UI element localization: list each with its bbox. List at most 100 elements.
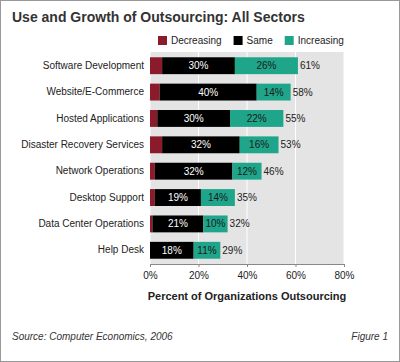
y-tick: Hosted Applications: [56, 113, 150, 124]
plot-background: [150, 52, 344, 264]
total-label: 55%: [285, 113, 305, 124]
bar-segment: [155, 163, 233, 180]
x-tick-mark: [344, 264, 345, 267]
bar-segment: [150, 215, 152, 232]
y-tick: Website/E-Commerce: [46, 86, 150, 97]
bar-segment: [155, 189, 201, 206]
title: Use and Growth of Outsourcing: All Secto…: [12, 9, 305, 25]
data-label: 11%: [197, 245, 216, 256]
data-label: 16%: [249, 139, 269, 150]
data-label: 26%: [256, 60, 276, 71]
data-label: 19%: [168, 192, 188, 203]
legend-swatch: [234, 36, 243, 45]
x-tick-mark: [150, 264, 151, 267]
x-tick-label: 40%: [237, 270, 257, 281]
x-tick: 20%: [189, 264, 209, 281]
y-tick: Network Operations: [56, 165, 150, 176]
total-label: 29%: [222, 245, 242, 256]
x-tick-label: 0%: [143, 270, 158, 281]
data-label: 14%: [264, 87, 284, 98]
legend-label: Increasing: [298, 35, 344, 46]
bar-segment: [201, 189, 235, 206]
x-tick-label: 80%: [334, 270, 354, 281]
x-axis: 0% 20% 40% 60% 80%: [143, 264, 354, 281]
legend-swatch: [158, 36, 167, 45]
bar-segment: [240, 136, 279, 153]
chart: Use and Growth of Outsourcing: All Secto…: [0, 0, 400, 362]
data-label: 10%: [205, 218, 225, 229]
data-labels: 30% 26% 61% 40% 14% 58% 30% 22% 55% 32% 16% 53% 32% 1…: [162, 60, 320, 256]
bar-segment: [203, 215, 227, 232]
bar-segment: [194, 242, 221, 259]
bar-segment: [150, 242, 194, 259]
grid-line: [295, 52, 296, 264]
grid-line: [344, 52, 345, 264]
bar-segment: [150, 189, 155, 206]
data-label: 18%: [162, 245, 182, 256]
y-tick-label: Network Operations: [56, 165, 144, 176]
y-tick-label: Software Development: [43, 60, 144, 71]
y-tick-label: Hosted Applications: [56, 113, 144, 124]
bar-segment: [150, 57, 162, 74]
frame: [1, 1, 400, 362]
data-label: 40%: [198, 87, 218, 98]
bar-segment: [150, 163, 155, 180]
x-tick: 0%: [143, 264, 158, 281]
y-tick: Data Center Operations: [38, 218, 150, 229]
x-tick-label: 20%: [189, 270, 209, 281]
data-label: 32%: [184, 166, 204, 177]
source: Source: Computer Economics, 2006: [12, 331, 173, 342]
data-label: 30%: [184, 113, 204, 124]
y-axis: Software Development Website/E-Commerce Ho…: [21, 60, 150, 256]
total-label: 35%: [237, 192, 257, 203]
y-tick: Software Development: [43, 60, 150, 71]
x-tick-mark: [247, 264, 248, 267]
y-tick: Help Desk: [98, 244, 150, 255]
bar-segment: [152, 215, 203, 232]
data-label: 14%: [208, 192, 228, 203]
x-axis-line: [151, 265, 345, 268]
legend-label: Decreasing: [171, 35, 222, 46]
x-tick-mark: [199, 264, 200, 267]
y-tick-label: Help Desk: [98, 244, 145, 255]
y-tick: Desktop Support: [70, 192, 151, 203]
bar-segment: [150, 136, 162, 153]
x-tick-mark: [296, 264, 297, 267]
bars: [150, 57, 298, 258]
total-label: 53%: [281, 139, 301, 150]
x-tick-label: 60%: [286, 270, 306, 281]
bar-segment: [162, 57, 235, 74]
x-tick: 80%: [334, 264, 354, 281]
figure-label: Figure 1: [351, 331, 388, 342]
total-label: 58%: [293, 87, 313, 98]
legend-label: Same: [247, 35, 274, 46]
total-label: 61%: [300, 60, 320, 71]
bar-segment: [235, 57, 298, 74]
bar-segment: [162, 136, 240, 153]
legend: Decreasing Same Increasing: [158, 35, 344, 46]
bar-segment: [150, 84, 160, 101]
data-label: 12%: [237, 166, 257, 177]
y-tick-label: Website/E-Commerce: [46, 86, 144, 97]
grid: [150, 52, 344, 264]
data-label: 22%: [247, 113, 267, 124]
x-tick: 60%: [286, 264, 306, 281]
y-tick-label: Disaster Recovery Services: [21, 139, 144, 150]
data-label: 30%: [188, 60, 208, 71]
bar-segment: [232, 163, 261, 180]
bar-segment: [160, 84, 257, 101]
total-label: 32%: [230, 218, 250, 229]
y-tick-label: Data Center Operations: [38, 218, 144, 229]
y-tick-label: Desktop Support: [70, 192, 145, 203]
bar-segment: [230, 110, 283, 127]
x-axis-title: Percent of Organizations Outsourcing: [148, 290, 347, 302]
data-label: 21%: [168, 218, 188, 229]
total-label: 46%: [264, 166, 284, 177]
y-tick: Disaster Recovery Services: [21, 139, 150, 150]
x-tick: 40%: [237, 264, 257, 281]
bar-segment: [150, 110, 157, 127]
bar-segment: [257, 84, 291, 101]
bar-segment: [157, 110, 230, 127]
data-label: 32%: [191, 139, 211, 150]
legend-swatch: [285, 36, 294, 45]
